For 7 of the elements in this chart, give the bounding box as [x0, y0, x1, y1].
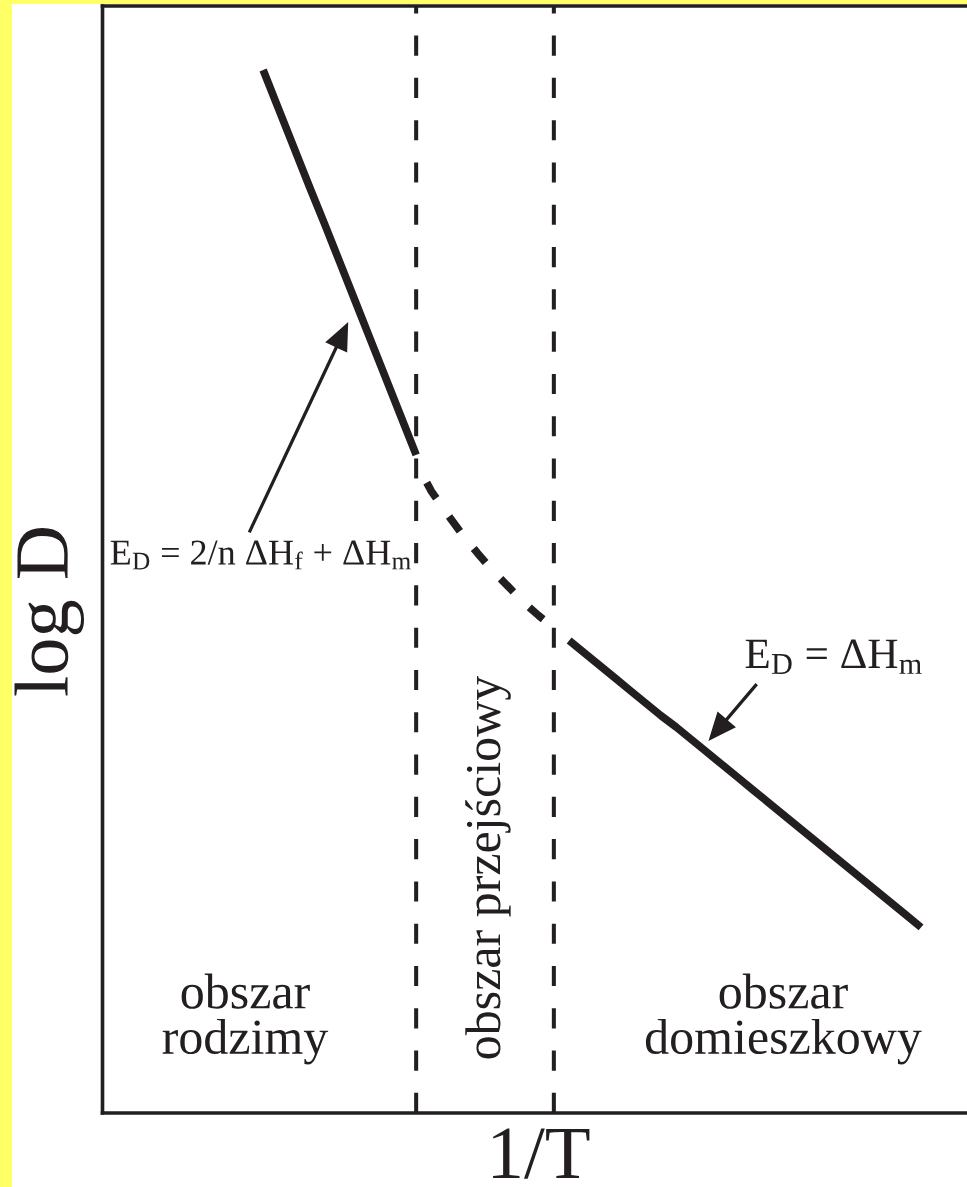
- annotation: obszar rodzimy: [162, 973, 329, 1065]
- annotation: E$_{D}$ = ΔH$_{m}$: [745, 639, 922, 674]
- y-axis-title: log D: [14, 528, 84, 696]
- x-axis-title: 1/T: [493, 1128, 590, 1179]
- annotation: obszar przejściowy: [465, 675, 511, 1059]
- annotation: E$_{D}$ = 2/n ΔH$_{f}$ + ΔH$_{m}$: [110, 540, 411, 570]
- annotation: obszar domieszkowy: [645, 973, 922, 1065]
